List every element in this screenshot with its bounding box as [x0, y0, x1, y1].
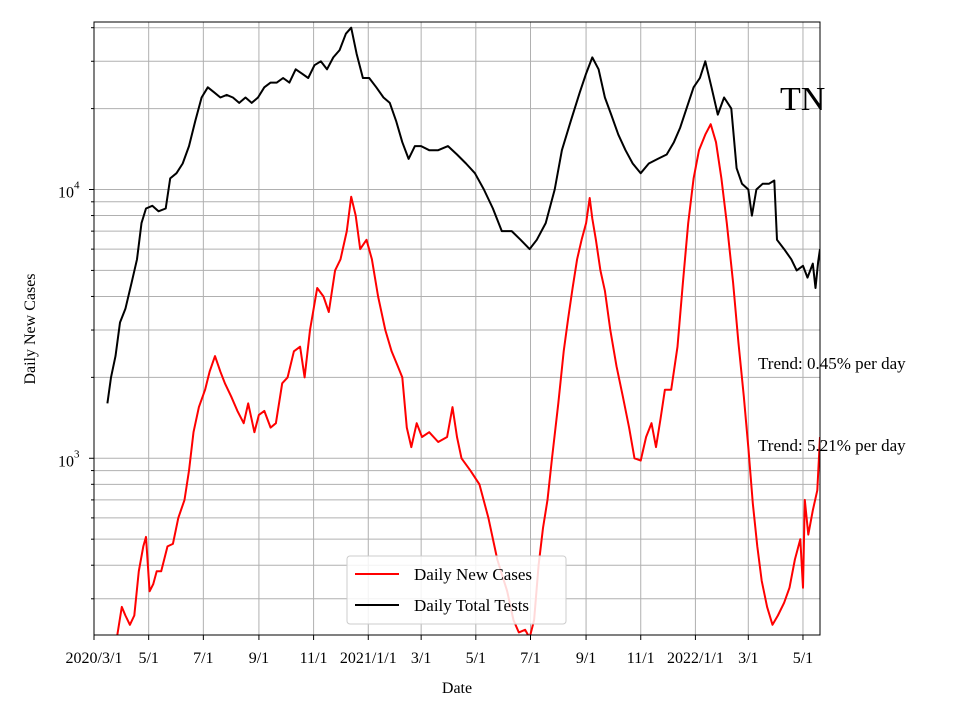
y-tick-exponent: 3 [74, 448, 80, 460]
y-tick-base: 10 [58, 185, 74, 202]
x-tick-label: 2022/1/1 [667, 650, 724, 667]
y-tick-label: 104 [58, 180, 80, 202]
x-tick-label: 5/1 [793, 650, 813, 667]
series-line-tests [106, 26, 820, 404]
legend-label-tests: Daily Total Tests [414, 596, 529, 615]
chart-title: TN [780, 81, 825, 118]
x-tick-label: 11/1 [300, 650, 328, 667]
x-tick-label: 3/1 [411, 650, 431, 667]
legend-label-cases: Daily New Cases [414, 565, 532, 584]
x-tick-label: 2020/3/1 [66, 650, 123, 667]
x-tick-label: 5/1 [138, 650, 158, 667]
trend-annotation-tests: Trend: 0.45% per day [758, 354, 906, 373]
trend-annotation-cases: Trend: 5.21% per day [758, 436, 906, 455]
axis-ticks: 2020/3/1 5/1 7/1 9/1 11/1 2021/1/1 3/1 5/1 7/1 9/… [58, 27, 813, 667]
y-tick-exponent: 4 [74, 180, 80, 192]
legend-box [346, 555, 567, 625]
x-tick-label: 7/1 [520, 650, 540, 667]
x-tick-label: 9/1 [249, 650, 269, 667]
plot-frame [93, 21, 821, 636]
x-tick-label: 5/1 [466, 650, 486, 667]
x-tick-label: 11/1 [627, 650, 655, 667]
x-tick-label: 3/1 [738, 650, 758, 667]
x-axis-label: Date [442, 680, 472, 697]
y-axis-label: Daily New Cases [22, 273, 39, 384]
series-line-cases [116, 123, 820, 635]
y-tick-label: 103 [58, 448, 80, 470]
x-tick-label: 9/1 [576, 650, 596, 667]
x-tick-label: 7/1 [193, 650, 213, 667]
legend: Daily New Cases Daily Total Tests [346, 555, 567, 625]
x-tick-label: 2021/1/1 [340, 650, 397, 667]
y-tick-base: 10 [58, 453, 74, 470]
series-lines [106, 26, 820, 635]
